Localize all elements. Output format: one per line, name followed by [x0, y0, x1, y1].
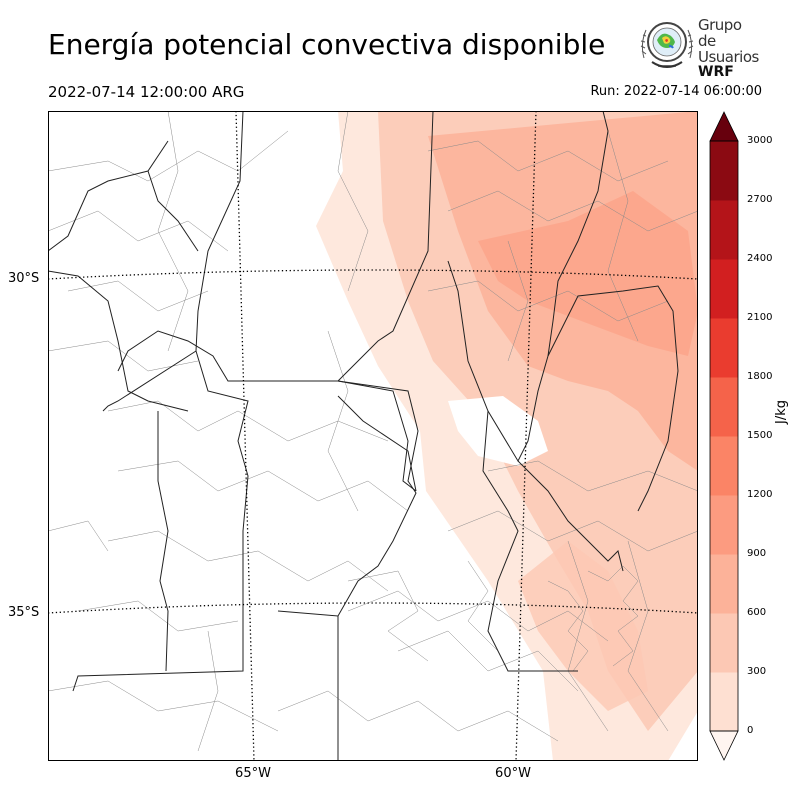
run-time-label: Run: 2022-07-14 06:00:00 [590, 84, 762, 99]
colorbar-tick-label: 1500 [747, 430, 773, 441]
wrf-users-group-logo: Grupo de Usuarios WRF [638, 14, 760, 79]
colorbar-frame [709, 140, 739, 732]
colorbar-unit-label: J/kg [774, 400, 789, 424]
colorbar-extend-max [709, 111, 739, 142]
lat-label-30s: 30°S [8, 271, 40, 286]
cape-field [316, 111, 698, 761]
colorbar-tick-label: 300 [747, 666, 767, 677]
map-frame [48, 111, 698, 761]
colorbar-tick-label: 3000 [747, 135, 773, 146]
colorbar-tick-label: 900 [747, 548, 767, 559]
colorbar-segment [710, 613, 738, 673]
colorbar-extend-min [709, 730, 739, 761]
lat-label-35s: 35°S [8, 605, 40, 620]
cape-contour-coastal [518, 541, 648, 711]
colorbar [709, 111, 739, 761]
colorbar-segment [710, 554, 738, 614]
page-title: Energía potencial convectiva disponible [48, 28, 606, 61]
lon-label-60w: 60°W [495, 766, 531, 781]
logo-text-line2: Usuarios [698, 47, 759, 66]
colorbar-segment [710, 377, 738, 437]
colorbar-segment [710, 495, 738, 555]
colorbar-tick-label: 1800 [747, 371, 773, 382]
logo-text-line1: Grupo de [698, 16, 742, 50]
colorbar-segment [710, 318, 738, 378]
department-boundaries [48, 111, 698, 752]
globe-emblem-icon [640, 22, 694, 68]
logo-text-wrf: WRF [698, 64, 734, 81]
colorbar-segment [710, 672, 738, 732]
cape-gap [448, 396, 548, 466]
colorbar-tick-label: 1200 [747, 489, 773, 500]
colorbar-segment [710, 436, 738, 496]
colorbar-segment [710, 200, 738, 260]
colorbar-tick-label: 2400 [747, 253, 773, 264]
province-boundaries [48, 111, 679, 761]
graticule [48, 111, 698, 761]
colorbar-tick-label: 600 [747, 607, 767, 618]
valid-time-label: 2022-07-14 12:00:00 ARG [48, 83, 245, 101]
lon-label-65w: 65°W [235, 766, 271, 781]
colorbar-tick-label: 2100 [747, 312, 773, 323]
cape-map [48, 111, 698, 761]
colorbar-segment [710, 259, 738, 319]
cape-contour-450 [478, 191, 698, 356]
colorbar-segment [710, 141, 738, 201]
colorbar-tick-label: 0 [747, 725, 754, 736]
colorbar-segments [710, 141, 738, 732]
colorbar-tick-label: 2700 [747, 194, 773, 205]
